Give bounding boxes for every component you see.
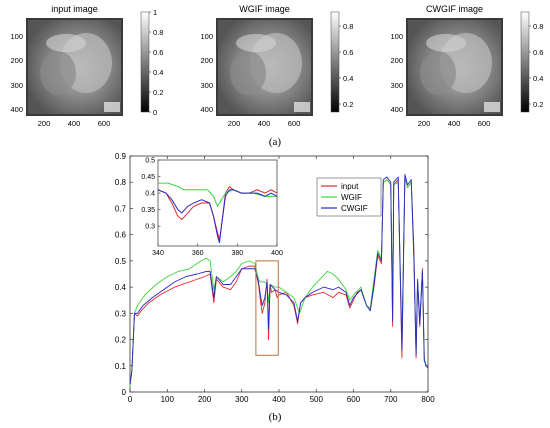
colorbar-tick-label: 0.6 bbox=[153, 48, 163, 57]
grayscale-image-3: CWGIF image 100 200 300 400 200 400 600 0.8 0.6 0.… bbox=[390, 4, 543, 128]
inset-y-tick-label: 0.35 bbox=[141, 207, 155, 214]
image-title: CWGIF image bbox=[426, 4, 483, 14]
zoom-highlight-box bbox=[255, 260, 279, 356]
y-tick-label: 0.1 bbox=[115, 362, 127, 371]
image-x-tick-label: 400 bbox=[68, 119, 81, 128]
image-title: WGIF image bbox=[239, 4, 290, 14]
image-title: input image bbox=[51, 4, 98, 14]
x-tick-label: 700 bbox=[384, 395, 398, 404]
image-x-tick-label: 600 bbox=[478, 119, 491, 128]
y-tick-label: 0.2 bbox=[115, 336, 127, 345]
y-tick-label: 0.5 bbox=[115, 257, 127, 266]
image-y-tick-label: 300 bbox=[390, 81, 403, 90]
x-tick-label: 800 bbox=[421, 395, 435, 404]
y-tick-label: 0.9 bbox=[115, 152, 127, 161]
x-tick-label: 300 bbox=[235, 395, 249, 404]
image-y-tick-label: 400 bbox=[390, 105, 403, 114]
colorbar-tick-label: 1 bbox=[153, 8, 157, 17]
image-x-tick-label: 200 bbox=[228, 119, 241, 128]
image-y-tick-label: 100 bbox=[200, 32, 213, 41]
inset-series-line-input bbox=[157, 185, 278, 240]
image-y-tick-label: 300 bbox=[10, 81, 23, 90]
y-tick-label: 0.3 bbox=[115, 309, 127, 318]
image-organ bbox=[40, 51, 76, 95]
x-tick-label: 500 bbox=[310, 395, 324, 404]
panel-b-label: (b) bbox=[269, 411, 282, 423]
colorbar-tick-label: 0.8 bbox=[533, 22, 543, 31]
image-scale-marker bbox=[294, 102, 310, 112]
y-tick-label: 0 bbox=[122, 388, 127, 397]
inset-series-line-cwgif bbox=[157, 189, 278, 244]
x-tick-label: 600 bbox=[347, 395, 361, 404]
colorbar bbox=[520, 11, 530, 113]
image-y-tick-label: 100 bbox=[10, 32, 23, 41]
image-y-tick-label: 300 bbox=[200, 81, 213, 90]
image-highlight bbox=[236, 34, 276, 52]
inset-x-tick-label: 340 bbox=[152, 250, 164, 257]
inset-x-tick-label: 380 bbox=[231, 250, 243, 257]
image-x-tick-label: 600 bbox=[98, 119, 111, 128]
inset-y-tick-label: 0.5 bbox=[145, 158, 155, 165]
image-y-tick-label: 400 bbox=[200, 105, 213, 114]
y-tick-label: 0.6 bbox=[115, 231, 127, 240]
image-highlight bbox=[46, 34, 86, 52]
colorbar-tick-label: 0.4 bbox=[533, 74, 543, 83]
colorbar bbox=[330, 11, 340, 113]
inset-y-tick-label: 0.4 bbox=[145, 191, 155, 198]
legend-label-wgif: WGIF bbox=[341, 193, 362, 202]
colorbar-tick-label: 0.2 bbox=[343, 100, 353, 109]
colorbar-tick-label: 0.6 bbox=[343, 48, 353, 57]
image-x-tick-label: 600 bbox=[288, 119, 301, 128]
colorbar-tick-label: 0.8 bbox=[343, 22, 353, 31]
colorbar-tick-label: 0.6 bbox=[533, 48, 543, 57]
main-chart: 0 0.1 0.2 0.3 0.4 0.5 0.6 0.7 0.8 0.9 0 100 200 300 40… bbox=[115, 152, 435, 404]
colorbar-tick-label: 0.2 bbox=[153, 88, 163, 97]
x-tick-label: 400 bbox=[272, 395, 286, 404]
inset-chart: 0.3 0.35 0.4 0.45 0.5 340 360 380 400 bbox=[141, 158, 283, 258]
y-tick-label: 0.8 bbox=[115, 178, 127, 187]
image-highlight bbox=[426, 34, 466, 52]
grayscale-image-2: WGIF image 100 200 300 400 200 400 600 0.8 0.6 0.4… bbox=[200, 4, 353, 128]
series-line-cwgif bbox=[129, 173, 429, 385]
inset-x-tick-label: 360 bbox=[192, 250, 204, 257]
x-tick-label: 100 bbox=[161, 395, 175, 404]
colorbar-tick-label: 0 bbox=[153, 108, 157, 117]
y-tick-label: 0.7 bbox=[115, 204, 127, 213]
inset-x-tick-label: 400 bbox=[271, 250, 283, 257]
colorbar-tick-label: 0.2 bbox=[533, 100, 543, 109]
inset-y-tick-label: 0.45 bbox=[141, 174, 155, 181]
image-scale-marker bbox=[484, 102, 500, 112]
colorbar-tick-label: 0.4 bbox=[343, 74, 353, 83]
image-y-tick-label: 200 bbox=[390, 56, 403, 65]
image-y-tick-label: 200 bbox=[200, 56, 213, 65]
colorbar-tick-label: 0.4 bbox=[153, 68, 163, 77]
image-x-tick-label: 400 bbox=[258, 119, 271, 128]
colorbar-tick-label: 0.8 bbox=[153, 28, 163, 37]
image-y-tick-label: 400 bbox=[10, 105, 23, 114]
image-organ bbox=[230, 51, 266, 95]
image-x-tick-label: 200 bbox=[38, 119, 51, 128]
x-tick-label: 0 bbox=[128, 395, 133, 404]
legend-label-cwgif: CWGIF bbox=[341, 204, 368, 213]
image-organ bbox=[420, 51, 456, 95]
image-scale-marker bbox=[104, 102, 120, 112]
y-tick-label: 0.4 bbox=[115, 283, 127, 292]
x-tick-label: 200 bbox=[198, 395, 212, 404]
panel-a-label: (a) bbox=[269, 136, 282, 148]
colorbar bbox=[140, 11, 150, 113]
image-y-tick-label: 100 bbox=[390, 32, 403, 41]
panel-a: input image 100 200 300 400 200 400 600 1 0.8 0.6 0… bbox=[10, 4, 543, 128]
legend-label-input: input bbox=[341, 182, 359, 191]
image-x-tick-label: 200 bbox=[418, 119, 431, 128]
image-x-tick-label: 400 bbox=[448, 119, 461, 128]
grayscale-image-1: input image 100 200 300 400 200 400 600 1 0.8 0.6 0… bbox=[10, 4, 163, 128]
image-y-tick-label: 200 bbox=[10, 56, 23, 65]
inset-y-tick-label: 0.3 bbox=[145, 224, 155, 231]
